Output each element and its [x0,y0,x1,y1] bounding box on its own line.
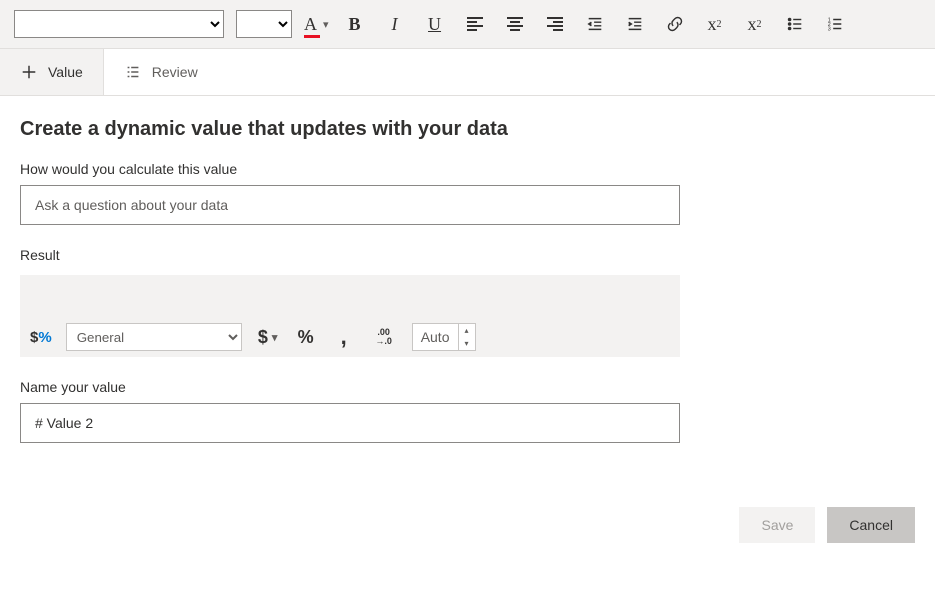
bold-button[interactable]: B [341,10,369,38]
italic-button[interactable]: I [381,10,409,38]
align-left-button[interactable] [461,10,489,38]
subscript-button[interactable]: x2 [741,10,769,38]
underline-button[interactable]: U [421,10,449,38]
thousands-button[interactable]: , [332,325,356,349]
tab-value[interactable]: Value [0,49,104,95]
numbered-list-button[interactable]: 123 [821,10,849,38]
svg-text:3: 3 [827,26,830,32]
superscript-x: x [708,14,717,35]
plus-icon [20,63,38,81]
subscript-mark: 2 [757,19,762,30]
percent-button[interactable]: % [294,325,318,349]
currency-button[interactable]: $▾ [256,325,280,349]
decrease-decimals-button[interactable]: .00 →.0 [370,325,398,349]
indent-button[interactable] [621,10,649,38]
decimal-places-stepper[interactable]: Auto ▴ ▾ [412,323,476,351]
name-input[interactable] [20,403,680,443]
subscript-x: x [748,14,757,35]
format-indicator-icon: $% [30,329,52,346]
save-button[interactable]: Save [739,507,815,543]
font-family-select[interactable] [14,10,224,38]
result-output [20,275,680,317]
chevron-down-icon: ▾ [323,18,329,31]
result-section: Result $% General $▾ % , .00 →.0 Auto ▴ … [20,247,915,357]
tab-review-label: Review [152,64,198,80]
stepper-down[interactable]: ▾ [459,337,475,350]
font-size-select[interactable] [236,10,292,38]
name-label: Name your value [20,379,915,395]
tab-bar: Value Review [0,49,935,96]
stepper-up[interactable]: ▴ [459,324,475,337]
number-format-bar: $% General $▾ % , .00 →.0 Auto ▴ ▾ [20,317,680,357]
outdent-button[interactable] [581,10,609,38]
question-input[interactable] [20,185,680,225]
tab-value-label: Value [48,64,83,80]
list-icon [124,63,142,81]
font-color-button[interactable]: A ▾ [304,14,329,35]
dialog-footer: Save Cancel [0,495,935,563]
link-button[interactable] [661,10,689,38]
align-center-button[interactable] [501,10,529,38]
result-label: Result [20,247,915,263]
bullet-list-button[interactable] [781,10,809,38]
name-section: Name your value [20,379,915,443]
question-section: How would you calculate this value [20,161,915,225]
page-title: Create a dynamic value that updates with… [20,118,915,141]
format-category-select[interactable]: General [66,323,242,351]
question-label: How would you calculate this value [20,161,915,177]
decimal-places-value: Auto [413,329,458,345]
align-right-button[interactable] [541,10,569,38]
tab-review[interactable]: Review [104,49,218,95]
cancel-button[interactable]: Cancel [827,507,915,543]
superscript-button[interactable]: x2 [701,10,729,38]
format-toolbar: A ▾ B I U x2 x2 123 [0,0,935,49]
content-area: Create a dynamic value that updates with… [0,96,935,495]
superscript-mark: 2 [717,19,722,30]
